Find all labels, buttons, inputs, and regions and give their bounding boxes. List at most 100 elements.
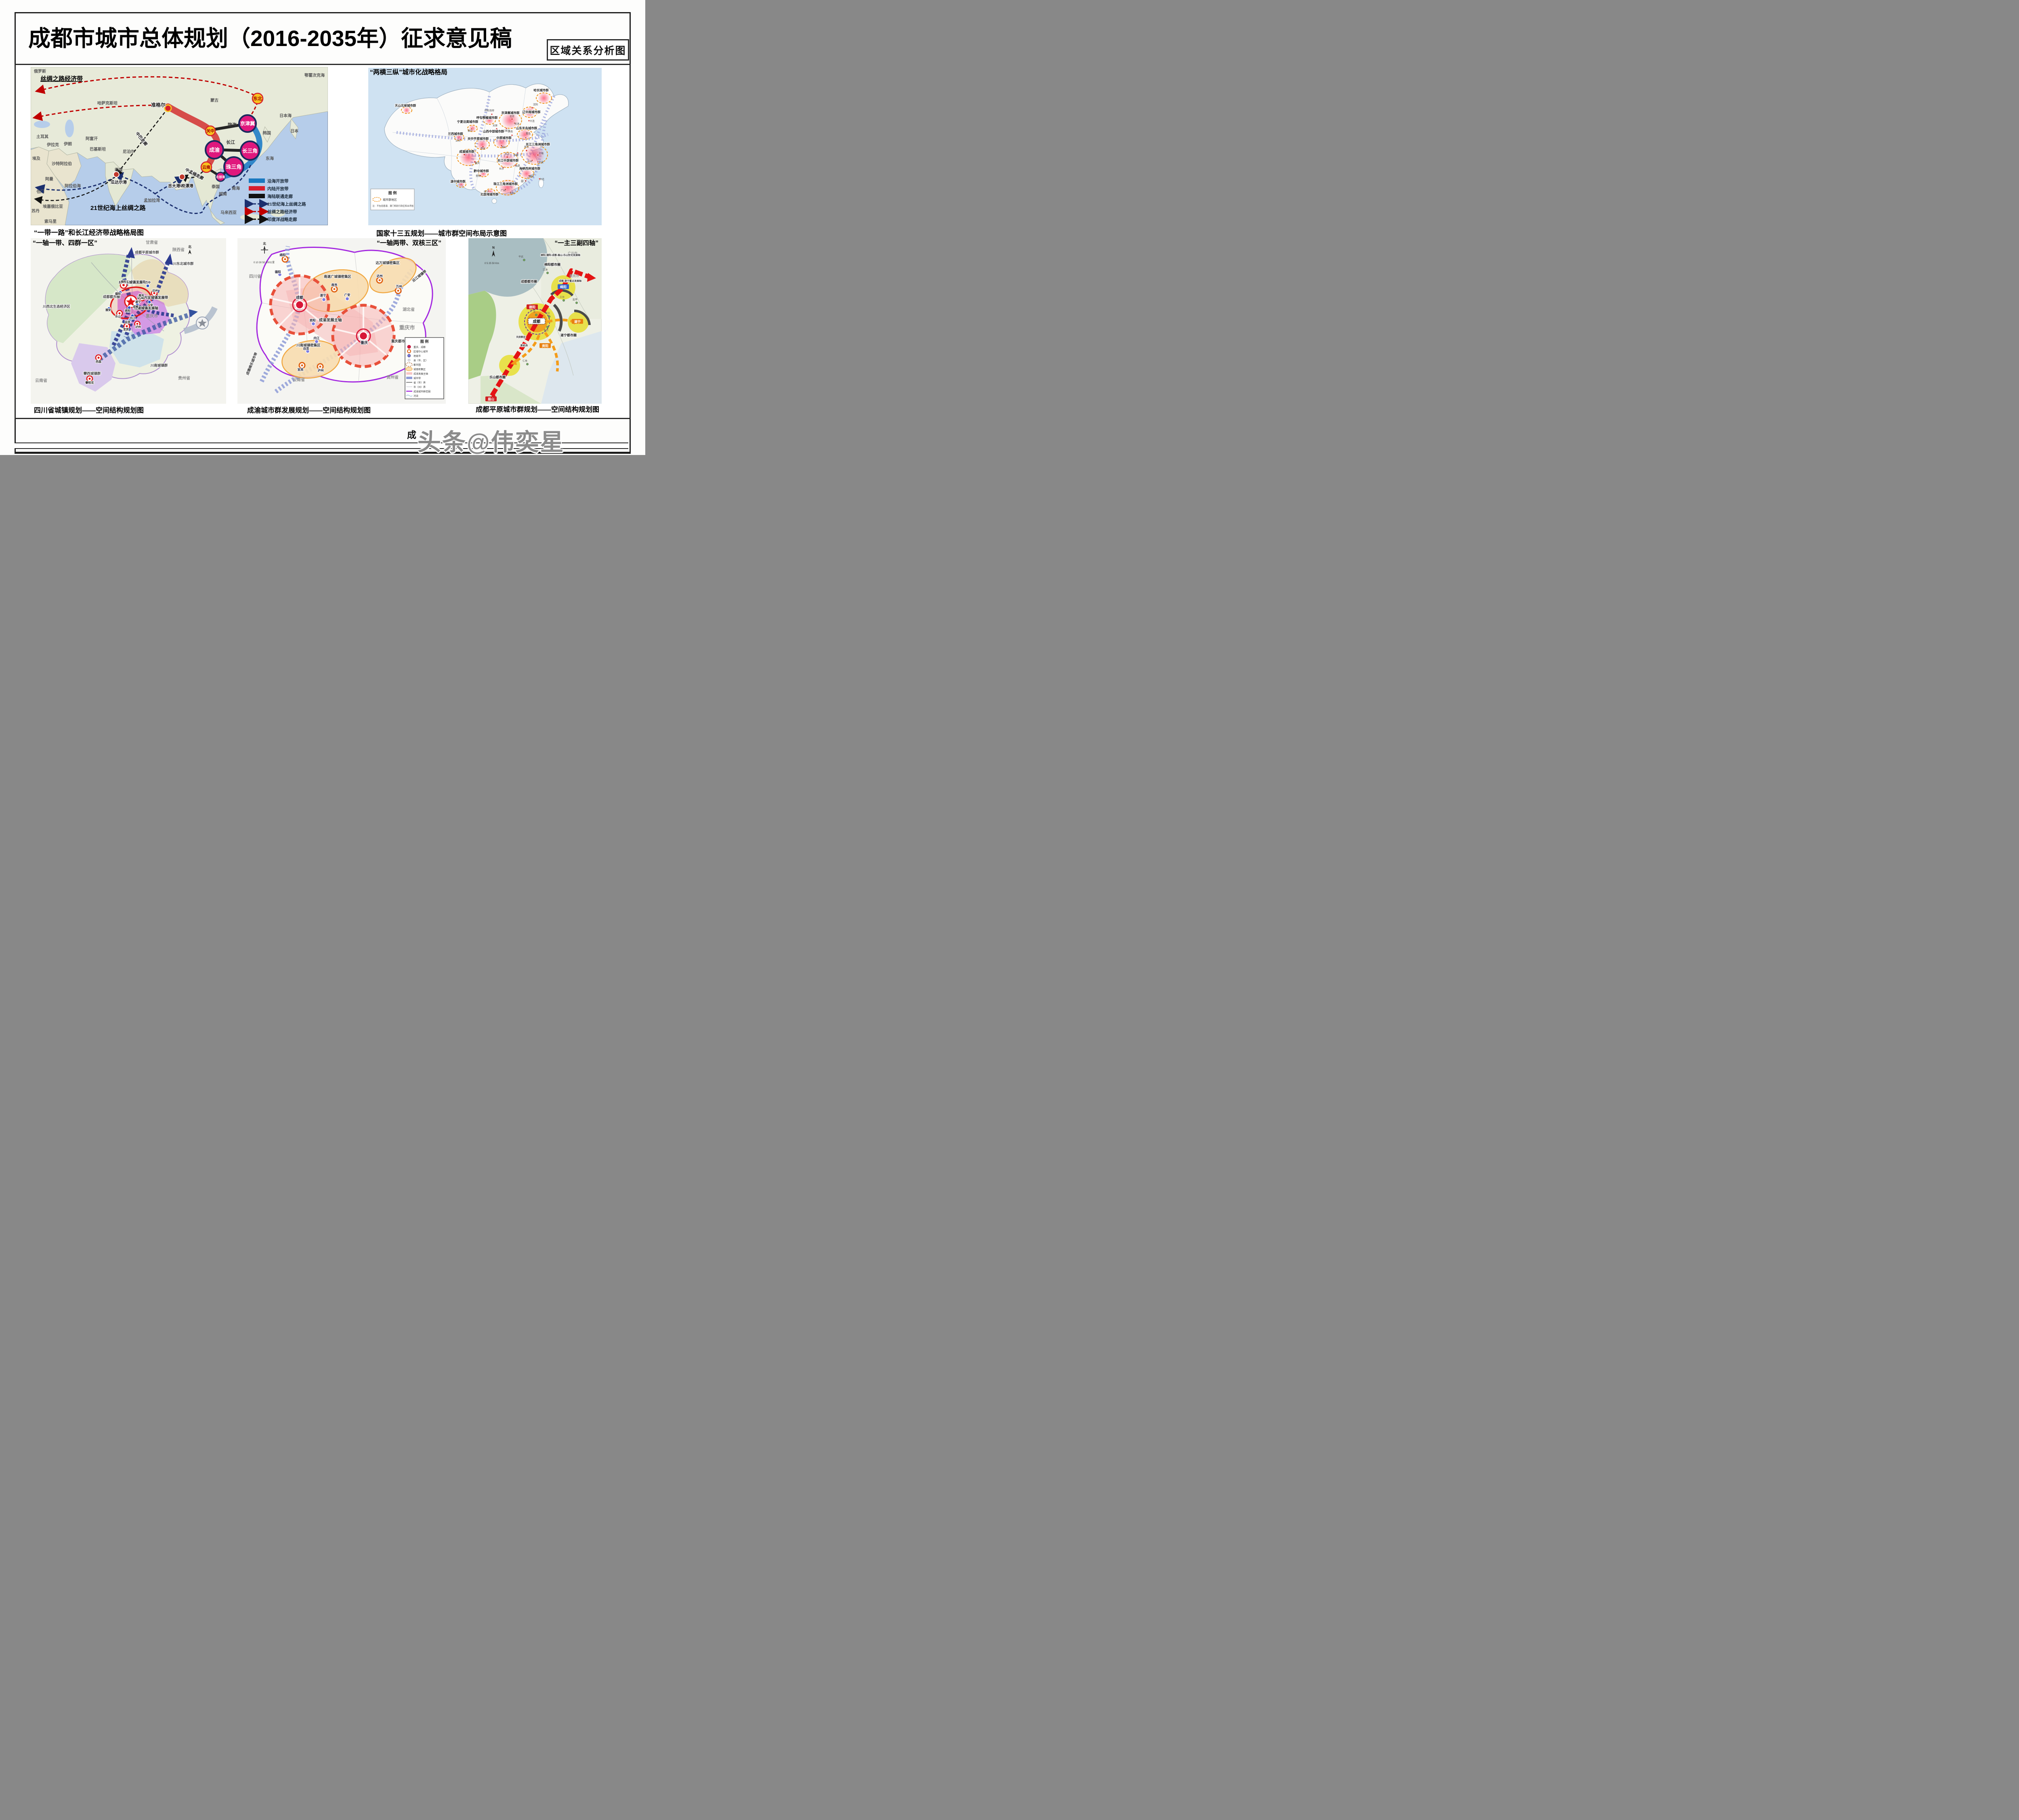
geo-label: 日本海 (279, 113, 292, 118)
region-label: 川南城镇群 (150, 363, 168, 367)
belt-road-geo-labels: 俄罗斯 蒙古 哈萨克斯坦 土耳其 伊拉克 伊朗 阿富汗 巴基斯坦 尼泊尔 印度 … (31, 69, 325, 224)
geo-label: 阿曼 (45, 177, 53, 182)
region-label: 成都平原城市群 (135, 250, 159, 254)
sichuan-city-labels: 成都 绵阳 德阳 遂宁 南充 巴中 达州 广安 资阳 内江 自贡 宜宾 泸州 乐… (84, 279, 158, 385)
compass-label: 北 (263, 241, 266, 245)
rail-label: 陇海 (228, 122, 237, 128)
geo-label: 南海 (232, 186, 240, 191)
city-label: 淮口 (544, 329, 548, 332)
region-label: 重庆市 (399, 325, 415, 331)
city-label: 重庆 (361, 340, 368, 345)
compass-icon: 北 (261, 241, 268, 254)
geo-label: 阿拉伯海 (65, 183, 81, 189)
poi-label: 新机场 (520, 344, 528, 347)
national-city-dots (459, 107, 541, 193)
city-label: 济南 (508, 130, 513, 133)
city-label: 贵阳 (476, 174, 481, 178)
cluster-label: 中原城市群 (496, 136, 512, 140)
region-label: 攀西城镇群 (83, 371, 101, 375)
hub-label: 长三角 (242, 148, 258, 154)
city-label: 广州 (501, 189, 506, 192)
cluster-label: 山东半岛城市群 (516, 126, 537, 130)
legend-label: 城市群地区 (383, 198, 397, 201)
region-label: 云南省 (293, 377, 305, 382)
city-label: 巴中 (145, 281, 151, 284)
city-label: 遂宁 (320, 293, 326, 297)
axis-label: 成都-遂宁重点发展轴 (559, 279, 581, 283)
city-label: 万州 (396, 285, 402, 288)
region-label: 广元市 (568, 251, 577, 255)
city-label: 宜宾 (123, 327, 129, 331)
region-label: 达万城镇密集区 (376, 261, 400, 265)
city-label: 宁波 (539, 161, 544, 164)
belt-label: 达南内宜城镇发展带 (137, 296, 168, 300)
legend-label: 省（市）界 (413, 381, 426, 384)
legend-label: 成渝发展主轴 (413, 372, 428, 375)
city-label: 青岛 (526, 132, 531, 135)
footer-strip (15, 442, 628, 449)
legend-label: 区域中心城市 (413, 350, 428, 353)
belt-label: 成绵乐城镇发展带 (119, 280, 147, 284)
city-label: 资阳 (125, 309, 130, 312)
city-label: 自贡 (303, 346, 309, 350)
geo-label: 蒙古 (210, 98, 218, 103)
geo-label: 索马里 (44, 219, 57, 224)
caption-chengyu: 成渝城市群发展规划——空间结构规划图 (247, 407, 371, 414)
national-cluster-labels: 哈长城市群 辽中南城市群 呼包鄂榆城市群 京津冀城市群 宁夏沿黄城市群 山西中部… (395, 88, 551, 197)
port-label: 瓜达尔港 (111, 180, 127, 185)
geo-label: 俄罗斯 (34, 69, 46, 74)
hub-label: 云南 (202, 165, 210, 170)
city-label: 长沙 (499, 167, 504, 170)
cluster-label: 兰西城市群 (448, 132, 463, 136)
chengyu-legend: 图 例 重庆、成都 区域中心城市 地级市 县（市、区） 都市圈 城镇密集区 成渝… (405, 337, 444, 399)
cluster-label: 宁夏沿黄城市群 (457, 120, 479, 124)
geo-label: 伊拉克 (46, 142, 59, 147)
city-label: 江油 (543, 268, 548, 271)
cluster-label: 山西中部城市群 (483, 129, 504, 133)
maritime-silk-label: 21世纪海上丝绸之路 (90, 204, 146, 212)
geo-label: 土耳其 (36, 134, 48, 139)
city-label: 沈阳 (533, 103, 538, 106)
city-label: 福州 (529, 175, 534, 178)
region-label: 贵州省 (386, 375, 399, 380)
city-label: 三台 (560, 296, 565, 299)
national-legend: 图 例 城市群地区 注：不包括香港、澳门特别行政区和台湾省 (370, 189, 415, 210)
cluster-label: 天山北坡城市群 (395, 103, 416, 107)
sichuan-bands (98, 247, 218, 361)
city-label: 南宁 (484, 190, 489, 193)
scale-bar-label: 0 10 30 50 100公里 (254, 261, 275, 264)
region-label: 川西北生态经济区 (42, 304, 71, 308)
chengyu-city-labels: 成都 重庆 绵阳 德阳 遂宁 南充 广安 达州 万州 资阳 内江 自贡 宜宾 泸… (274, 252, 402, 373)
geo-label: 印度 (115, 167, 123, 172)
compass-icon: N (492, 246, 495, 257)
cluster-label: 珠江三角洲城市群 (493, 182, 518, 186)
map-title-plain: “一主三副四轴” (554, 239, 598, 247)
city-label: 雅安 (105, 308, 111, 312)
rail-label: 长江 (226, 139, 235, 145)
city-label: 乐山 (115, 315, 121, 318)
scale-bar-label: 0 5 25 50 Km (485, 262, 499, 265)
cluster-label: 北部湾城市群 (481, 192, 499, 196)
legend-label: 印度洋战略走廊 (267, 217, 297, 222)
city-label: 南京 (524, 145, 529, 149)
city-label: 合肥 (514, 153, 518, 157)
city-label: 中江 (545, 312, 550, 315)
region-label: 云南省 (35, 378, 47, 383)
cluster-label: 长江三角洲城市群 (526, 142, 550, 146)
city-label: 成都 (296, 295, 303, 300)
chengyu-city-symbols (277, 256, 402, 370)
compass-label: N (492, 246, 495, 250)
map-title-sichuan: “一轴一带、四群一区” (33, 239, 97, 247)
city-label: 攀枝花 (85, 381, 94, 384)
map-belt-and-road: 俄罗斯 蒙古 哈萨克斯坦 土耳其 伊拉克 伊朗 阿富汗 巴基斯坦 尼泊尔 印度 … (31, 67, 328, 225)
city-label: 太原 (493, 124, 497, 127)
belt-label: 成渝城镇发展轴 (134, 306, 158, 310)
geo-label: 沙特阿拉伯 (52, 161, 72, 166)
cluster-label: 辽中南城市群 (523, 110, 541, 114)
legend-label: 都市圈 (413, 363, 421, 367)
city-label: 台北 (539, 178, 544, 181)
geo-label: 泰国 (211, 184, 220, 189)
city-label: 南昌 (515, 164, 520, 168)
belt-road-legend: 沿海开放带 内陆开放带 海陆联通走廊 21世纪海上丝绸之路 丝绸之路经济带 印度… (245, 178, 306, 224)
city-label: 上海 (539, 152, 544, 155)
